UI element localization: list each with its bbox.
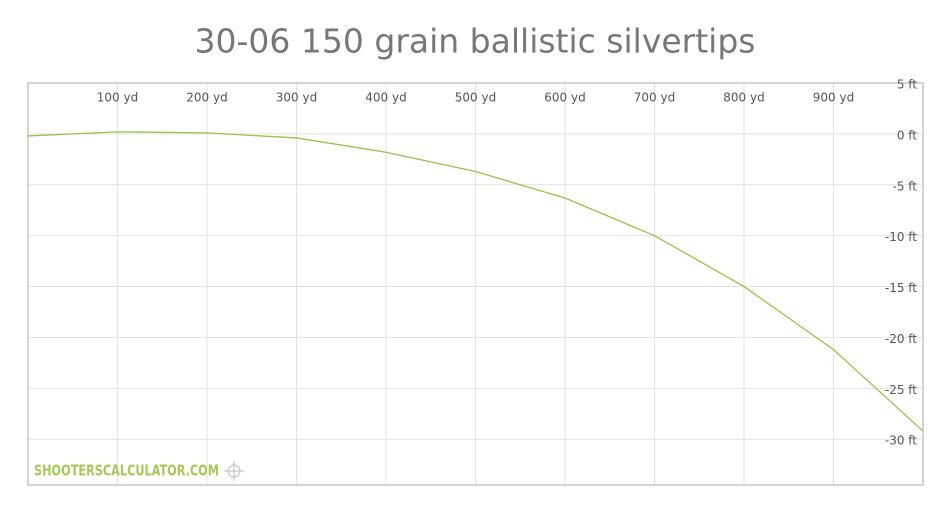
trajectory-line xyxy=(27,131,924,432)
x-tick-label: 400 yd xyxy=(365,91,406,105)
x-tick-label: 700 yd xyxy=(634,91,675,105)
y-tick-label: 5 ft xyxy=(897,78,917,92)
x-tick-label: 900 yd xyxy=(813,91,854,105)
y-tick-label: -30 ft xyxy=(885,434,917,448)
x-tick-label: 200 yd xyxy=(186,91,227,105)
x-tick-label: 500 yd xyxy=(455,91,496,105)
y-tick-label: -20 ft xyxy=(885,332,917,346)
chart-title: 30-06 150 grain ballistic silvertips xyxy=(195,22,756,61)
grid xyxy=(28,82,923,485)
crosshair-icon xyxy=(224,461,244,481)
y-tick-label: -25 ft xyxy=(885,383,917,397)
x-tick-label: 100 yd xyxy=(97,91,138,105)
x-tick-label: 600 yd xyxy=(544,91,585,105)
y-tick-label: -15 ft xyxy=(885,281,917,295)
watermark: SHOOTERSCALCULATOR.COM xyxy=(34,462,219,480)
x-tick-label: 300 yd xyxy=(276,91,317,105)
y-tick-label: -5 ft xyxy=(893,179,918,193)
plot-frame xyxy=(27,82,924,486)
y-tick-label: 0 ft xyxy=(897,128,917,142)
y-tick-label: -10 ft xyxy=(885,230,917,244)
x-tick-label: 800 yd xyxy=(723,91,764,105)
